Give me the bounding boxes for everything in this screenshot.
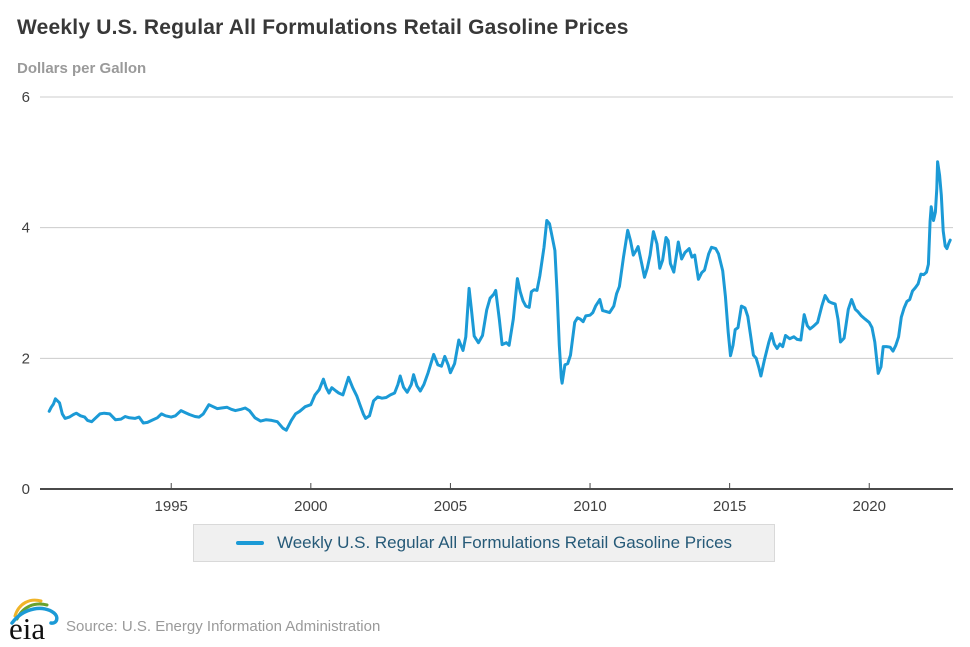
- source-text: Source: U.S. Energy Information Administ…: [66, 618, 381, 635]
- y-tick-label: 6: [22, 89, 30, 106]
- eia-logo-yellow-arc: [13, 598, 43, 618]
- x-tick-label: 2000: [294, 498, 327, 515]
- y-tick-label: 4: [22, 220, 30, 237]
- legend-item-gasoline-prices[interactable]: Weekly U.S. Regular All Formulations Ret…: [235, 533, 733, 553]
- eia-logo-blue-swoosh: [10, 606, 59, 625]
- x-tick-label: 2015: [713, 498, 746, 515]
- x-tick-label: 2020: [853, 498, 886, 515]
- y-axis-unit-label: Dollars per Gallon: [17, 60, 147, 77]
- page-title: Weekly U.S. Regular All Formulations Ret…: [17, 16, 629, 39]
- footer: eia Source: U.S. Energy Information Admi…: [0, 592, 970, 647]
- y-tick-label: 2: [22, 350, 30, 367]
- legend-line-swatch: [235, 541, 264, 545]
- y-tick-label: 0: [22, 481, 30, 498]
- eia-logo-text: eia: [9, 611, 45, 644]
- eia-logo[interactable]: eia: [8, 594, 62, 644]
- x-tick-label: 1995: [155, 498, 188, 515]
- legend-label: Weekly U.S. Regular All Formulations Ret…: [276, 533, 733, 552]
- legend: Weekly U.S. Regular All Formulations Ret…: [193, 524, 775, 562]
- x-tick-label: 2010: [573, 498, 606, 515]
- gasoline-price-line: [47, 160, 952, 432]
- x-tick-label: 2005: [434, 498, 467, 515]
